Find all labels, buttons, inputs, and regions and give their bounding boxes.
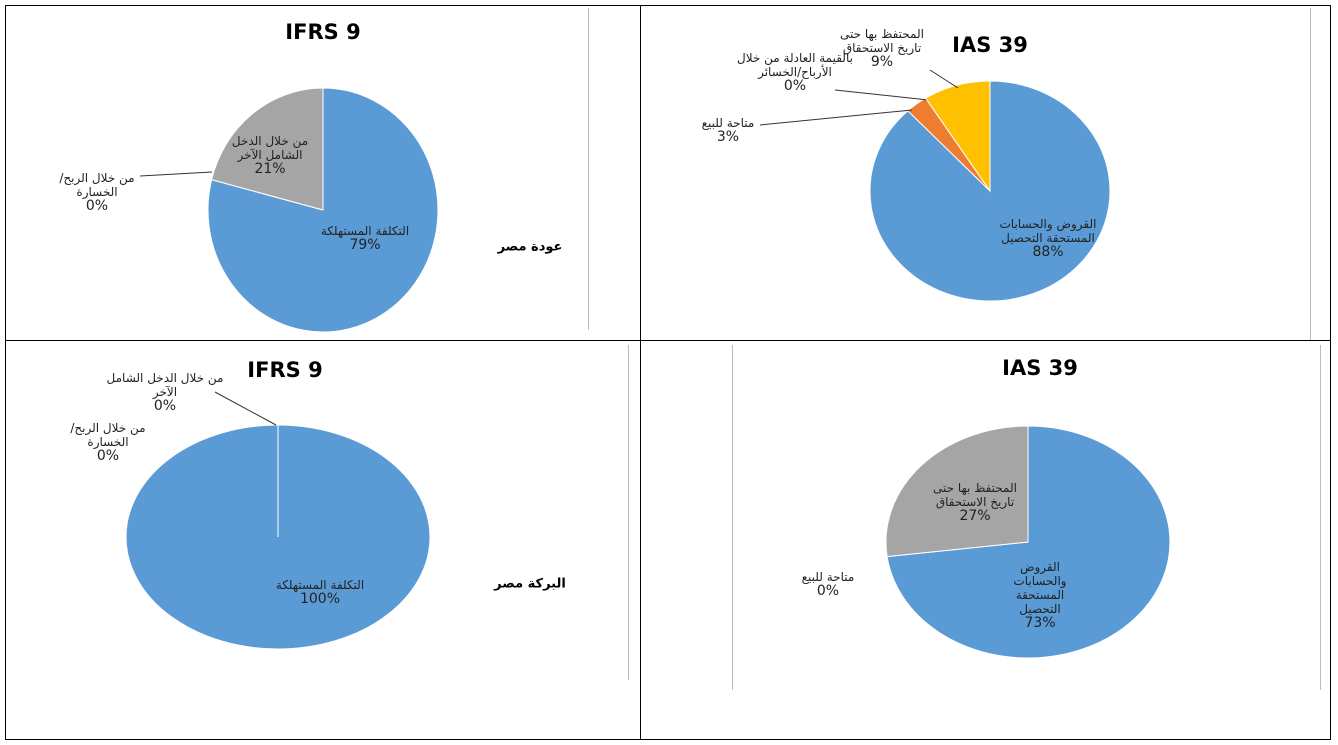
leader-line [929, 69, 959, 89]
percent-label: 27% [959, 508, 991, 524]
category-label: المحتفظ بها حتى تاريخ الاستحقاق [933, 481, 1017, 509]
percent-label: 79% [349, 237, 381, 253]
pie-slice [924, 80, 991, 193]
percent-label: 0% [153, 398, 177, 414]
percent-label: 21% [254, 161, 286, 177]
leader-line [759, 109, 913, 126]
category-label: القروض والحسابات المستحقة التحصيل [999, 217, 1097, 245]
data-label: من خلال الربح/الخسارة 0% [63, 421, 153, 463]
pie-slice [869, 80, 1111, 302]
category-label: التكلفة المستهلكة [275, 578, 365, 592]
category-label: من خلال الربح/الخسارة [59, 171, 135, 199]
category-label: من خلال الدخل الشامل الآخر [231, 134, 309, 162]
row-label: البركة مصر [494, 576, 566, 592]
row-label: عودة مصر [497, 239, 563, 255]
percent-label: 0% [783, 78, 807, 94]
data-label: المحتفظ بها حتى تاريخ الاستحقاق 9% [827, 27, 937, 69]
leader-line [834, 89, 929, 101]
data-label: بالقيمة العادلة من خلال الأرباح/الخسائر 0… [730, 51, 860, 93]
percent-label: 100% [299, 591, 341, 607]
table-border [5, 5, 1331, 740]
pie-slice [211, 87, 324, 211]
chart-title: IAS 39 [1002, 356, 1078, 380]
percent-label: 9% [870, 54, 894, 70]
category-label: بالقيمة العادلة من خلال الأرباح/الخسائر [737, 51, 853, 79]
percent-label: 0% [816, 583, 840, 599]
category-label: من خلال الدخل الشامل الآخر [106, 371, 224, 399]
category-label: القروض والحسابات المستحقة التحصيل [1013, 560, 1067, 616]
data-label: القروض والحسابات المستحقة التحصيل 88% [978, 217, 1118, 259]
chart-title: IFRS 9 [285, 20, 361, 44]
data-label: التكلفة المستهلكة 100% [245, 578, 395, 606]
data-label: من خلال الدخل الشامل الآخر 0% [105, 371, 225, 413]
leader-line [214, 391, 277, 426]
chart-title: IAS 39 [952, 33, 1028, 57]
category-label: المحتفظ بها حتى تاريخ الاستحقاق [840, 27, 924, 55]
chart-title: IFRS 9 [247, 358, 323, 382]
data-label: القروض والحسابات المستحقة التحصيل 73% [1000, 560, 1080, 630]
data-label: متاحة للبيع 0% [788, 570, 868, 598]
percent-label: 0% [96, 448, 120, 464]
category-label: متاحة للبيع [801, 570, 855, 584]
category-label: متاحة للبيع [701, 116, 755, 130]
data-label: المحتفظ بها حتى تاريخ الاستحقاق 27% [925, 481, 1025, 523]
pie-slice [885, 425, 1029, 558]
percent-label: 73% [1024, 615, 1056, 631]
pie-slice [886, 425, 1171, 659]
leader-line [139, 171, 213, 177]
category-label: من خلال الربح/الخسارة [70, 421, 146, 449]
data-label: من خلال الربح/الخسارة 0% [57, 171, 137, 213]
data-label: من خلال الدخل الشامل الآخر 21% [215, 134, 325, 176]
data-label: متاحة للبيع 3% [688, 116, 768, 144]
category-label: التكلفة المستهلكة [320, 224, 410, 238]
percent-label: 3% [716, 129, 740, 145]
data-label: التكلفة المستهلكة 79% [310, 224, 420, 252]
percent-label: 0% [85, 198, 109, 214]
percent-label: 88% [1032, 244, 1064, 260]
